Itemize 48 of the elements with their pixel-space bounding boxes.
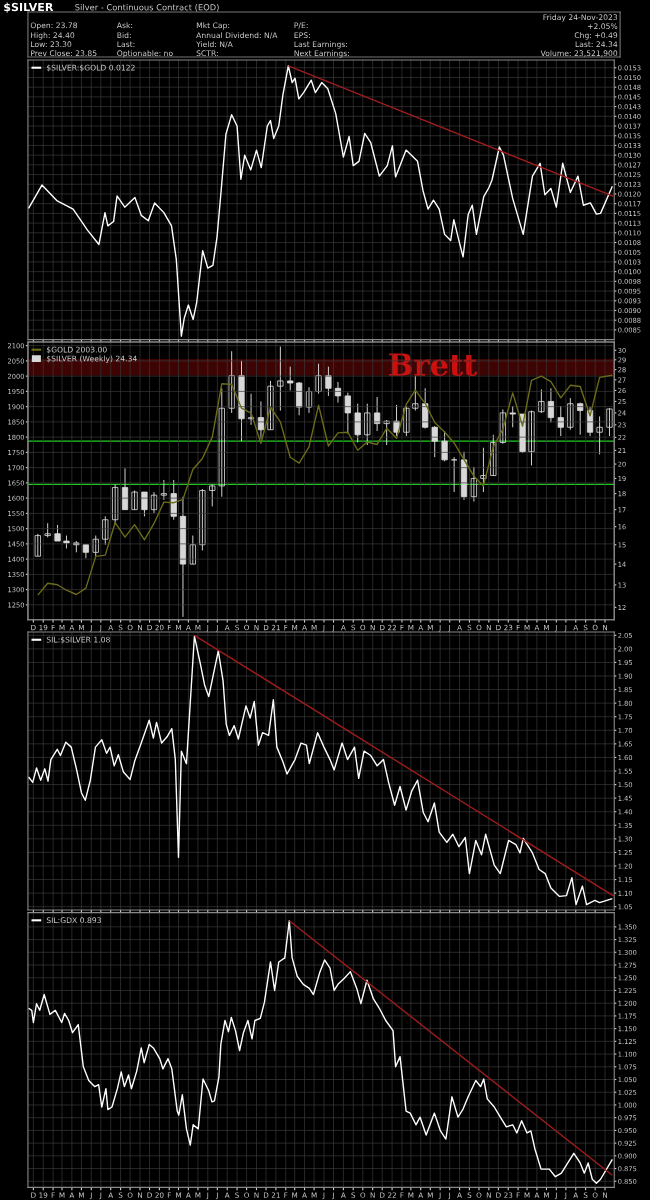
candlestick [577,402,584,436]
line-series [27,65,614,337]
candlestick [141,491,148,517]
candlestick [441,430,448,462]
candlestick [606,407,613,437]
candlestick [364,403,371,446]
candlestick [431,425,438,458]
band-label: Brett [389,353,478,377]
candlestick [451,456,458,493]
text: $SILVER [4,2,54,13]
candlestick [490,434,497,476]
candlestick [287,366,294,391]
candlestick [189,535,196,565]
candlestick [199,488,206,551]
candlestick [102,515,109,546]
candlestick [277,346,284,412]
candlestick [538,388,545,414]
candlestick [131,490,138,511]
candlestick [509,405,516,428]
candlestick [218,387,225,498]
candlestick [470,466,478,503]
text: Silver - Continuous Contract (EOD) [75,3,219,12]
candlestick [170,479,177,521]
candlestick [112,483,119,526]
candlestick [403,405,410,437]
candlestick [354,403,361,443]
candlestick [480,447,487,493]
candlestick [305,386,313,414]
candlestick [334,381,342,404]
candlestick [567,397,574,431]
candlestick [315,363,322,395]
candlestick [344,392,351,434]
candlestick [499,408,506,445]
candlestick [528,410,535,466]
candlestick [34,533,41,557]
candlestick [557,405,564,437]
candlestick [160,479,167,501]
candlestick [547,387,555,423]
candlestick [92,535,99,557]
candlestick [267,380,274,431]
candlestick [228,350,235,414]
line-series [37,374,614,596]
candlestick [596,415,603,455]
candlestick [209,483,216,507]
candlestick [325,366,332,397]
candlestick [412,375,419,412]
line-series [27,635,614,906]
candlestick [150,491,158,514]
